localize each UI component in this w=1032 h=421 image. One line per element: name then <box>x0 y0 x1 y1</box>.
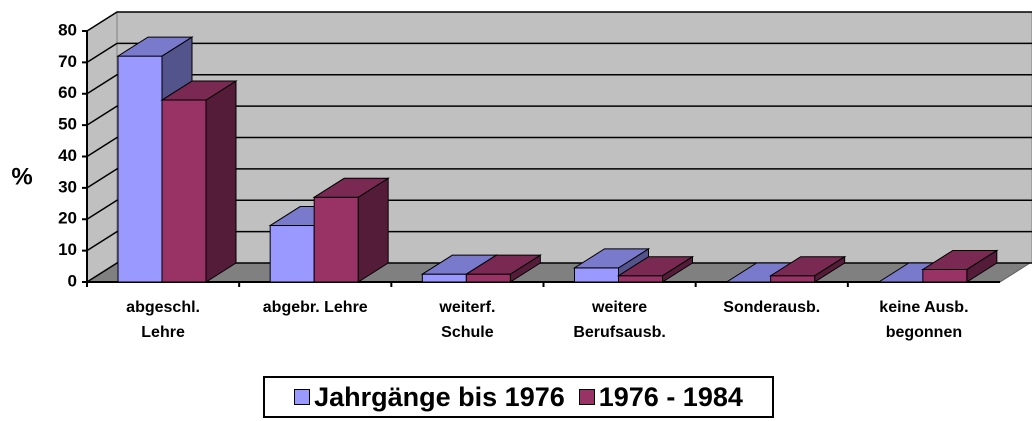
x-tick-label: abgebr. Lehre <box>262 299 368 316</box>
bar-front <box>269 225 315 283</box>
legend-label: Jahrgänge bis 1976 <box>314 381 565 412</box>
bar-top <box>768 256 847 277</box>
grid-line <box>86 230 1032 252</box>
y-tick-label: 70 <box>58 52 77 71</box>
legend-swatch <box>294 389 311 405</box>
y-tick-label: 50 <box>58 115 77 134</box>
bar <box>768 255 847 283</box>
grid-line <box>86 136 1032 158</box>
y-tick-label: 30 <box>58 177 77 196</box>
legend: Jahrgänge bis 1976 1976 - 1984 <box>263 376 774 418</box>
y-tick-label: 10 <box>58 240 77 259</box>
plot: % 0 10 20 30 40 50 60 70 80 <box>11 11 1032 290</box>
y-tick-label: 40 <box>58 146 77 165</box>
bar-front <box>161 99 207 283</box>
x-tick-label: keine Ausb. begonnen <box>879 299 969 341</box>
bar <box>921 249 999 283</box>
bar-front <box>117 55 163 283</box>
legend-swatch <box>578 389 595 405</box>
bar-front <box>574 267 619 283</box>
grid-line <box>86 74 1032 95</box>
x-tick-label: weiterf. Schule <box>439 299 496 341</box>
x-tick-label: abgeschl. Lehre <box>126 299 200 341</box>
bar-top <box>921 249 999 270</box>
y-axis-label: % <box>11 163 32 190</box>
bar-top <box>116 36 194 57</box>
bar-front <box>922 268 968 283</box>
y-tick-label: 20 <box>58 209 77 228</box>
bar-top <box>312 177 390 198</box>
grid-line <box>86 199 1032 220</box>
legend-item: Jahrgänge bis 1976 <box>294 382 565 413</box>
legend-label: 1976 - 1984 <box>598 381 743 412</box>
x-tick-label: weitere Berufsausb. <box>573 299 666 341</box>
bar-side <box>205 80 237 283</box>
bar <box>312 177 390 283</box>
y-tick-label: 0 <box>68 271 77 290</box>
bar-top <box>616 256 695 277</box>
grid-line <box>86 262 1032 283</box>
bar <box>160 80 238 283</box>
bar-front <box>421 273 467 283</box>
bar-front <box>465 273 511 283</box>
bar-top <box>572 248 651 269</box>
bar-front <box>618 275 663 283</box>
bar-top <box>464 254 543 275</box>
bar-top <box>160 80 238 101</box>
grid-line <box>86 42 1032 64</box>
bar-front <box>313 196 359 283</box>
grid-line <box>86 168 1032 189</box>
grid-line <box>86 105 1032 126</box>
grid-line <box>86 11 1032 32</box>
y-tick-label: 80 <box>58 20 77 39</box>
bar-front <box>770 275 816 283</box>
bar <box>616 255 695 283</box>
bar <box>464 254 543 283</box>
legend-item: 1976 - 1984 <box>578 381 743 413</box>
y-tick-label: 60 <box>58 83 77 102</box>
x-tick-label: Sonderausb. <box>723 299 821 316</box>
